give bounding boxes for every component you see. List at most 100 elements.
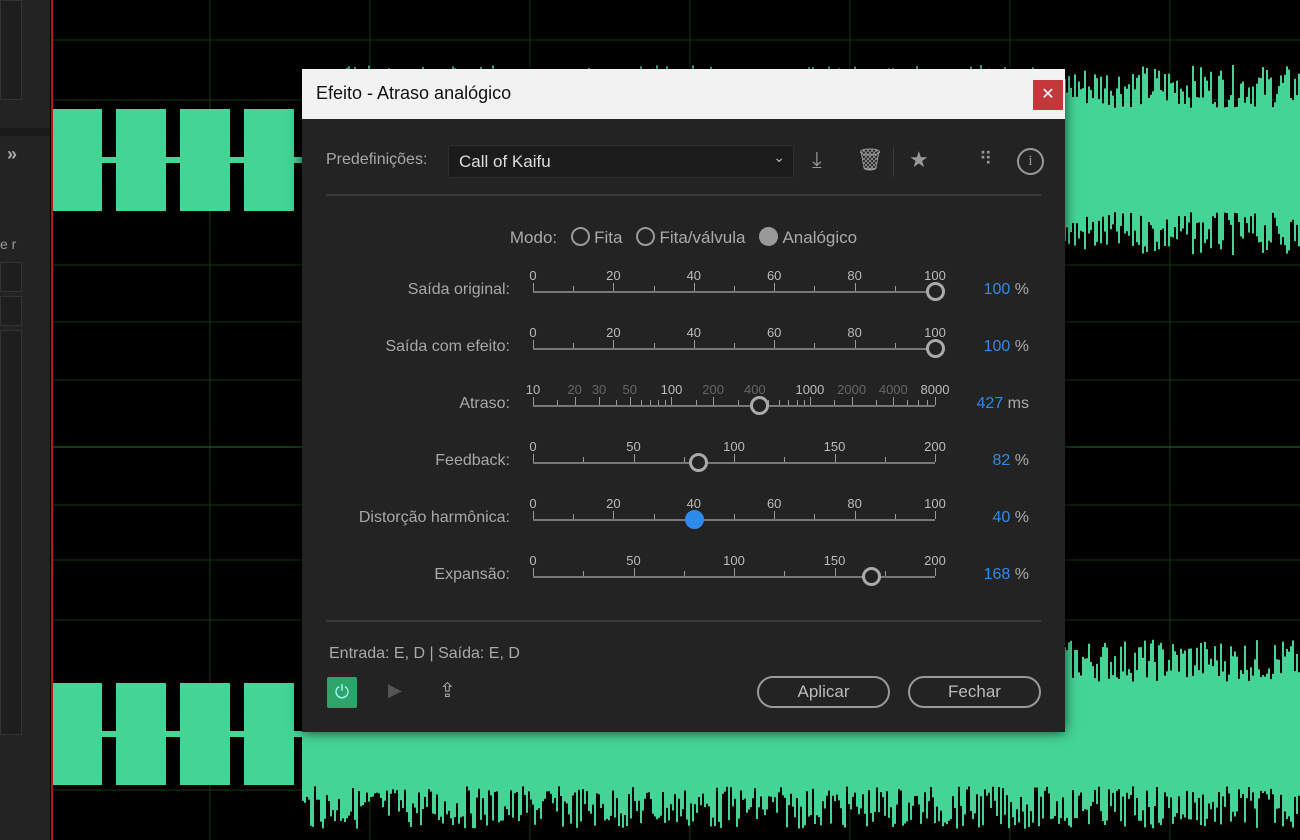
panel-field[interactable] — [0, 262, 22, 292]
slider-label: Saída com efeito: — [385, 338, 510, 355]
major-tick — [854, 340, 856, 348]
tick-label: 50 — [626, 439, 641, 454]
close-button[interactable]: Fechar — [908, 676, 1041, 708]
major-tick — [693, 283, 695, 291]
slider-value[interactable]: 40 % — [992, 509, 1029, 526]
tick-label: 200 — [924, 439, 946, 454]
major-tick — [834, 568, 836, 576]
minor-tick — [573, 343, 575, 348]
tick-label: 20 — [606, 268, 621, 283]
major-tick — [774, 340, 776, 348]
tick-label: 20 — [606, 496, 621, 511]
major-tick — [854, 511, 856, 519]
radio-analgico[interactable] — [759, 227, 779, 246]
power-icon[interactable]: ⏻ — [327, 677, 357, 708]
star-icon[interactable]: ★ — [909, 147, 929, 172]
minor-tick — [814, 514, 816, 519]
radio-label: Analógico — [782, 228, 858, 247]
tick-label: 150 — [823, 553, 846, 568]
minor-tick — [737, 400, 739, 405]
major-tick — [935, 568, 936, 576]
effect-dialog: Efeito - Atraso analógico ✕ Predefiniçõe… — [302, 69, 1065, 732]
major-tick — [613, 283, 615, 291]
minor-tick — [834, 400, 836, 405]
major-tick — [809, 397, 811, 405]
slider-thumb[interactable] — [926, 339, 945, 358]
play-icon[interactable]: ▶ — [388, 680, 402, 700]
major-tick — [935, 511, 936, 519]
major-tick — [613, 340, 615, 348]
minor-tick — [683, 457, 685, 462]
tick-label: 80 — [847, 325, 862, 340]
minor-tick — [906, 400, 908, 405]
major-tick — [713, 397, 715, 405]
close-icon[interactable]: ✕ — [1033, 80, 1063, 110]
slider-thumb[interactable] — [688, 453, 708, 472]
tick-label: 0 — [529, 553, 537, 568]
presets-dropdown[interactable]: Call of Kaifu ⌄ — [448, 145, 794, 178]
tick-label: 0 — [529, 439, 537, 454]
major-tick — [935, 454, 936, 462]
minor-tick — [796, 400, 798, 405]
slider-track[interactable]: 0 20 40 60 80 100 — [529, 268, 946, 301]
expand-chevron-icon[interactable]: » — [7, 144, 18, 164]
slider-value[interactable]: 427 ms — [976, 395, 1029, 412]
major-tick — [574, 397, 576, 405]
minor-tick — [583, 571, 585, 576]
slider-track[interactable]: 0 50 100 150 200 — [529, 439, 946, 472]
slider-track[interactable]: 0 20 40 60 80 100 — [529, 496, 946, 529]
tick-label: 150 — [823, 439, 846, 454]
routing-icon[interactable]: ⠻ — [979, 149, 993, 169]
apply-button[interactable]: Aplicar — [757, 676, 890, 708]
minor-tick — [616, 400, 618, 405]
major-tick — [734, 568, 735, 576]
minor-tick — [814, 343, 816, 348]
radio-fitavlvula[interactable] — [636, 227, 656, 246]
slider-row: Atraso: 10 20 30 50 100 200 400 1000 2000 4000 8000… — [302, 373, 1065, 423]
slider-thumb[interactable] — [926, 282, 945, 301]
minor-tick — [894, 343, 896, 348]
minor-tick — [734, 514, 735, 519]
slider-thumb[interactable] — [749, 396, 769, 415]
slider-track[interactable]: 10 20 30 50 100 200 400 1000 2000 4000 8000 — [526, 382, 949, 415]
slider-value[interactable]: 82 % — [992, 452, 1029, 469]
major-tick — [693, 340, 695, 348]
major-tick — [533, 454, 534, 462]
slider-value[interactable]: 100 % — [983, 338, 1029, 355]
slider-value[interactable]: 168 % — [983, 566, 1029, 583]
minor-tick — [573, 286, 575, 291]
slider-thumb[interactable] — [861, 567, 881, 586]
tick-label: 30 — [591, 382, 607, 397]
tick-label: 40 — [686, 325, 702, 340]
slider-track[interactable]: 0 20 40 60 80 100 — [529, 325, 946, 358]
slider-label: Distorção harmônica: — [358, 509, 510, 526]
info-icon[interactable]: i — [1017, 148, 1044, 175]
minor-tick — [784, 571, 786, 576]
minor-tick — [640, 400, 642, 405]
playhead[interactable] — [51, 0, 53, 840]
panel-field[interactable] — [0, 296, 22, 326]
minor-tick — [734, 286, 735, 291]
chevron-down-icon: ⌄ — [773, 149, 785, 165]
tick-label: 20 — [567, 382, 582, 397]
major-tick — [533, 283, 534, 291]
trash-icon[interactable]: 🗑︎ — [856, 147, 884, 172]
title-bar[interactable]: Efeito - Atraso analógico ✕ — [302, 69, 1065, 119]
tick-label: 100 — [660, 382, 683, 397]
minor-tick — [573, 514, 575, 519]
panel-list[interactable] — [0, 330, 22, 735]
divider — [326, 620, 1041, 622]
export-icon[interactable]: ⇪ — [439, 680, 456, 702]
slider-thumb[interactable] — [684, 510, 704, 529]
minor-tick — [917, 400, 919, 405]
major-tick — [533, 568, 534, 576]
tick-label: 200 — [702, 382, 725, 397]
download-icon[interactable]: ⤓ — [812, 147, 822, 172]
slider-track[interactable]: 0 50 100 150 200 — [529, 553, 946, 586]
slider-value[interactable]: 100 % — [983, 281, 1029, 298]
major-tick — [671, 397, 673, 405]
tick-label: 60 — [766, 496, 782, 511]
radio-fita[interactable] — [571, 227, 591, 246]
tick-label: 100 — [924, 268, 946, 283]
tick-label: 8000 — [920, 382, 950, 397]
